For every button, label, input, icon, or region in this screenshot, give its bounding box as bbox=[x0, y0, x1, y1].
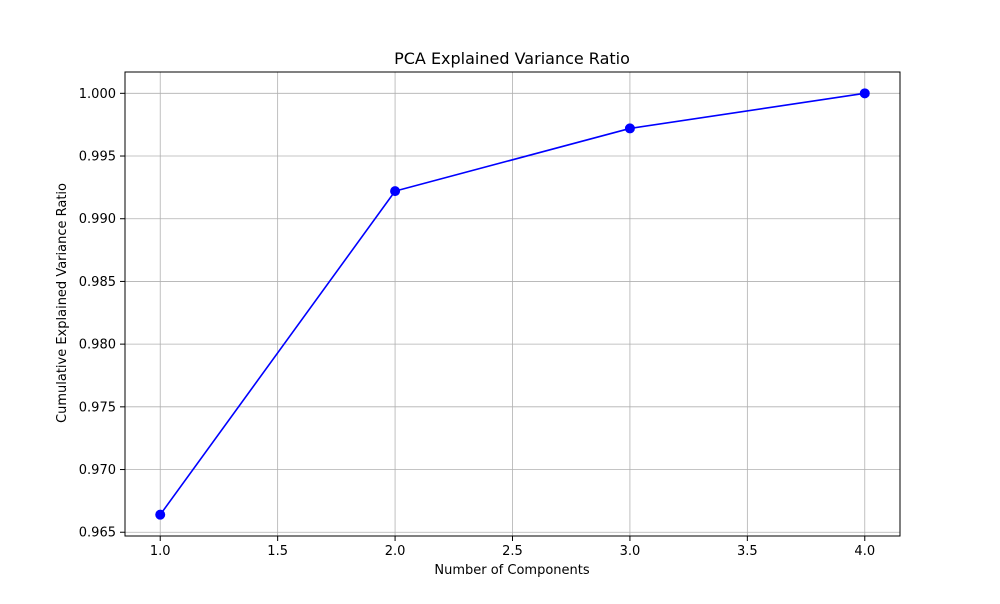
data-point bbox=[390, 186, 401, 197]
y-axis-label: Cumulative Explained Variance Ratio bbox=[55, 183, 70, 423]
y-tick-label: 1.000 bbox=[79, 87, 116, 102]
axis-ticks: 1.0 1.5 2.0 2.5 3.0 3.5 4.0 0.965 0.970 0.975 0.98… bbox=[79, 87, 875, 559]
data-point bbox=[859, 88, 870, 99]
x-tick-label: 3.5 bbox=[737, 544, 758, 559]
x-tick-label: 2.5 bbox=[502, 544, 523, 559]
y-tick-label: 0.995 bbox=[79, 150, 116, 165]
x-tick-label: 3.0 bbox=[620, 544, 641, 559]
chart-title: PCA Explained Variance Ratio bbox=[394, 49, 630, 68]
x-tick-label: 1.5 bbox=[267, 544, 288, 559]
y-tick-label: 0.985 bbox=[79, 275, 116, 290]
y-tick-label: 0.980 bbox=[79, 338, 116, 353]
y-tick-label: 0.970 bbox=[79, 463, 116, 478]
y-tick-label: 0.990 bbox=[79, 212, 116, 227]
x-tick-label: 4.0 bbox=[854, 544, 875, 559]
grid-lines bbox=[125, 72, 900, 536]
series-line bbox=[159, 92, 865, 516]
x-axis-label: Number of Components bbox=[434, 563, 589, 578]
x-tick-label: 2.0 bbox=[385, 544, 406, 559]
x-tick-label: 1.0 bbox=[150, 544, 171, 559]
y-tick-label: 0.975 bbox=[79, 400, 116, 415]
series-layer bbox=[155, 88, 870, 520]
data-point bbox=[624, 123, 635, 134]
data-point bbox=[155, 509, 166, 520]
y-tick-label: 0.965 bbox=[79, 526, 116, 541]
